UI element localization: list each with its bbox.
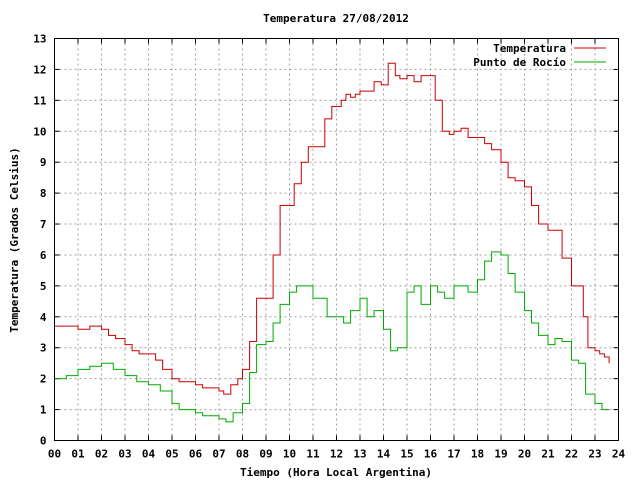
series-lines — [54, 62, 610, 423]
x-tick-label: 06 — [189, 448, 203, 461]
x-tick-label: 17 — [447, 448, 460, 461]
y-tick-label: 1 — [40, 404, 47, 417]
y-tick-label: 9 — [40, 156, 47, 169]
x-tick-label: 24 — [612, 448, 626, 461]
x-tick-label: 22 — [565, 448, 578, 461]
series-line-temperatura — [54, 62, 610, 395]
chart-title: Temperatura 27/08/2012 — [263, 12, 409, 25]
x-axis-label: Tiempo (Hora Local Argentina) — [240, 466, 432, 479]
y-tick-label: 2 — [40, 373, 47, 386]
x-tick-label: 09 — [259, 448, 272, 461]
y-tick-label: 5 — [40, 280, 47, 293]
x-tick-label: 02 — [95, 448, 108, 461]
x-tick-label: 03 — [118, 448, 131, 461]
x-tick-label: 11 — [306, 448, 320, 461]
y-tick-label: 11 — [33, 94, 47, 107]
x-tick-label: 20 — [518, 448, 531, 461]
x-tick-label: 08 — [236, 448, 249, 461]
x-tick-label: 07 — [212, 448, 225, 461]
legend-label-punto-de-rocio: Punto de Rocío — [473, 56, 566, 69]
x-tick-label: 12 — [330, 448, 343, 461]
legend: Temperatura Punto de Rocío — [473, 42, 606, 69]
y-tick-label: 0 — [40, 435, 47, 448]
y-tick-label: 6 — [40, 249, 47, 262]
x-tick-label: 15 — [400, 448, 413, 461]
y-tick-label: 3 — [40, 342, 47, 355]
x-tick-label: 23 — [588, 448, 601, 461]
x-tick-label: 13 — [353, 448, 366, 461]
x-tick-label: 00 — [48, 448, 61, 461]
tick-labels: 00 01 02 03 04 05 06 07 08 09 10 11 12 13 14 15 16 17 18 19… — [33, 33, 625, 461]
plot-frame — [54, 38, 619, 441]
y-tick-label: 8 — [40, 187, 47, 200]
x-tick-label: 16 — [424, 448, 438, 461]
grid — [54, 38, 619, 441]
y-tick-label: 12 — [33, 63, 46, 76]
x-tick-label: 01 — [71, 448, 85, 461]
series-line-punto-de-rocio — [54, 251, 610, 423]
x-tick-label: 18 — [471, 448, 484, 461]
x-tick-label: 19 — [494, 448, 507, 461]
y-axis-label: Temperatura (Grados Celsius) — [8, 147, 21, 332]
y-tick-label: 7 — [40, 218, 47, 231]
legend-label-temperatura: Temperatura — [493, 42, 566, 55]
x-tick-label: 04 — [142, 448, 156, 461]
y-tick-label: 10 — [33, 125, 46, 138]
y-tick-label: 13 — [33, 33, 46, 46]
x-tick-label: 14 — [377, 448, 391, 461]
x-tick-label: 10 — [283, 448, 296, 461]
y-tick-label: 4 — [40, 311, 47, 324]
x-tick-label: 05 — [165, 448, 178, 461]
x-tick-label: 21 — [541, 448, 555, 461]
